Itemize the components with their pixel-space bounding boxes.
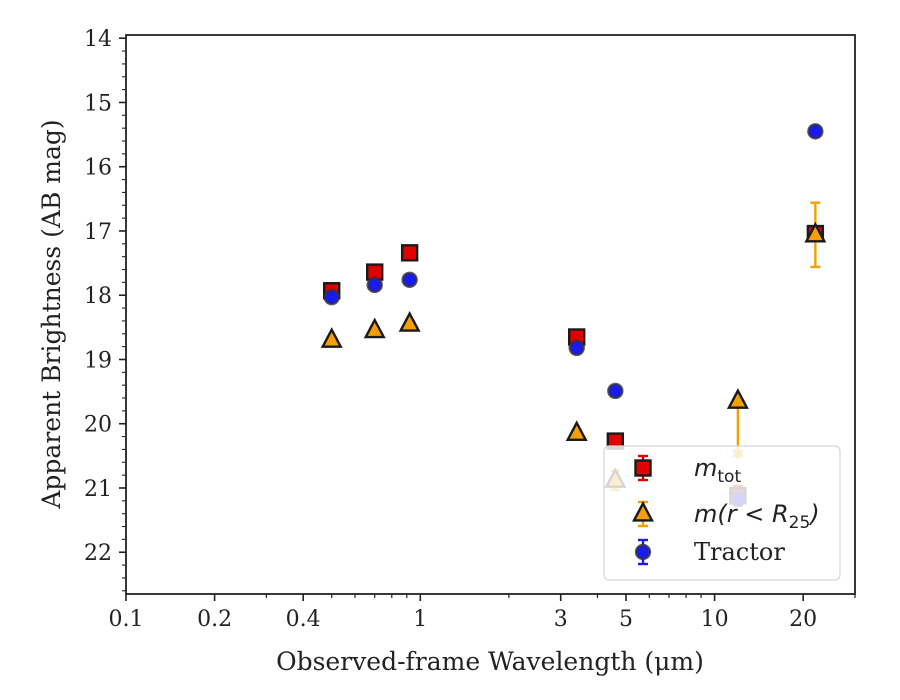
x-tick-label: 0.4: [286, 607, 321, 632]
x-tick-label: 10: [701, 607, 729, 632]
plot-frame: [125, 34, 856, 595]
triangle-point: [565, 420, 588, 442]
legend-entry-triangle: m(r < R25): [632, 500, 820, 533]
square-point: [400, 244, 419, 262]
x-tick-label: 20: [789, 607, 817, 632]
triangle-point: [398, 311, 421, 332]
axis-ticks: 0.1 0.2 0.4 1 3 5 10 20 14 15 16 17 18 19 20 21 22: [84, 27, 856, 632]
y-axis-label: Apparent Brightness (AB mag): [37, 119, 66, 509]
legend-triangle-marker: [632, 500, 654, 522]
triangle-point: [320, 327, 343, 348]
data-marks: [320, 123, 827, 508]
series-triangle: [320, 201, 827, 492]
circle-point: [323, 288, 340, 306]
circle-point: [607, 382, 624, 400]
circle-point: [401, 271, 418, 289]
x-tick-label: 3: [554, 607, 568, 632]
legend-entry-circle: Tractor: [634, 538, 785, 566]
x-tick-label: 0.1: [109, 607, 144, 632]
x-tick-label: 0.2: [197, 607, 232, 632]
x-tick-label: 5: [619, 607, 633, 632]
y-tick-label: 16: [84, 156, 112, 181]
legend-label: m(r < R25): [694, 500, 820, 533]
legend: mtot m(r < R25) Tractor: [603, 445, 841, 581]
legend-label: Tractor: [694, 538, 785, 566]
circle-point: [807, 123, 824, 140]
y-tick-label: 14: [84, 27, 112, 52]
legend-square-marker: [634, 459, 652, 477]
y-tick-label: 19: [84, 348, 112, 373]
circle-point: [568, 339, 585, 357]
triangle-point: [363, 317, 386, 339]
y-tick-label: 18: [84, 284, 112, 309]
y-tick-label: 21: [84, 477, 112, 502]
x-axis-label: Observed-frame Wavelength (μm): [276, 647, 704, 676]
legend-label: mtot: [694, 454, 741, 487]
triangle-point: [726, 388, 749, 409]
y-tick-label: 22: [84, 541, 112, 566]
legend-entry-square: mtot: [634, 454, 741, 487]
y-tick-label: 15: [84, 91, 112, 116]
legend-circle-marker: [634, 543, 652, 561]
circle-point: [366, 276, 383, 294]
triangle-point: [804, 221, 827, 243]
y-tick-label: 20: [84, 413, 112, 438]
y-tick-label: 17: [84, 220, 112, 245]
x-tick-label: 1: [413, 607, 427, 632]
legend-box: [603, 445, 841, 581]
